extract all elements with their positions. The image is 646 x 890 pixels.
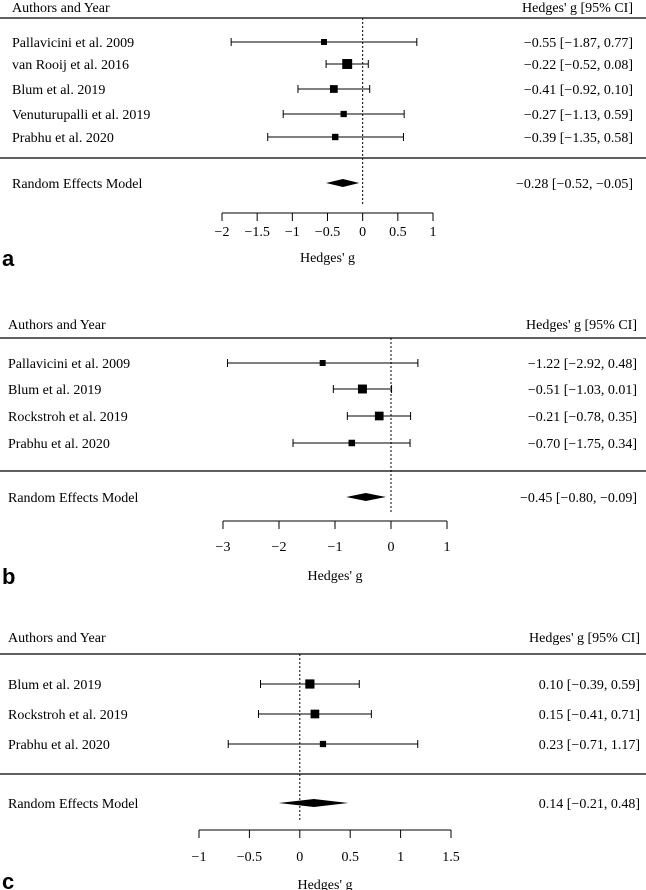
study-ci-text: −1.22 [−2.92, 0.48] xyxy=(528,357,637,372)
study-ci-text: 0.23 [−0.71, 1.17] xyxy=(539,738,640,753)
study-label: Prabhu et al. 2020 xyxy=(8,738,110,753)
header-authors: Authors and Year xyxy=(8,318,106,333)
summary-diamond xyxy=(346,493,386,501)
study-ci-text: −0.55 [−1.87, 0.77] xyxy=(524,36,633,51)
study-label: Blum et al. 2019 xyxy=(8,678,101,693)
effect-square xyxy=(340,110,347,118)
header-effect: Hedges' g [95% CI] xyxy=(526,318,637,333)
x-tick-label: −2 xyxy=(272,540,287,555)
effect-square xyxy=(374,411,384,421)
study-ci-text: −0.51 [−1.03, 0.01] xyxy=(528,383,637,398)
forest-panel-b: Authors and Year Hedges' g [95% CI] Pallav… xyxy=(0,318,646,589)
summary-label: Random Effects Model xyxy=(12,177,142,192)
effect-square xyxy=(310,709,320,719)
summary-ci-text: −0.45 [−0.80, −0.09] xyxy=(520,491,637,506)
study-ci-text: −0.27 [−1.13, 0.59] xyxy=(524,108,633,123)
x-tick-label: −2 xyxy=(215,225,230,240)
x-tick-label: 0 xyxy=(388,540,395,555)
study-label: Pallavicini et al. 2009 xyxy=(12,36,134,51)
effect-square xyxy=(348,439,356,447)
summary-label: Random Effects Model xyxy=(8,797,138,812)
effect-square xyxy=(305,679,315,689)
effect-square xyxy=(342,59,353,69)
summary-label: Random Effects Model xyxy=(8,491,138,506)
x-tick-label: 0.5 xyxy=(341,850,359,865)
x-tick-label: 0 xyxy=(359,225,366,240)
summary-diamond xyxy=(326,179,360,187)
x-tick-label: 1 xyxy=(430,225,437,240)
study-label: Blum et al. 2019 xyxy=(12,83,105,98)
study-label: Venuturupalli et al. 2019 xyxy=(12,108,150,123)
study-ci-text: 0.10 [−0.39, 0.59] xyxy=(539,678,640,693)
x-tick-label: −1 xyxy=(192,850,207,865)
study-ci-text: −0.70 [−1.75, 0.34] xyxy=(528,437,637,452)
study-ci-text: −0.39 [−1.35, 0.58] xyxy=(524,131,633,146)
x-tick-label: 1 xyxy=(444,540,451,555)
effect-square xyxy=(321,39,327,45)
x-tick-label: 1.5 xyxy=(442,850,460,865)
effect-square xyxy=(357,384,367,394)
x-axis-label: Hedges' g xyxy=(307,569,362,584)
effect-square xyxy=(332,133,339,141)
panel-label: c xyxy=(2,869,14,890)
study-ci-text: −0.41 [−0.92, 0.10] xyxy=(524,83,633,98)
study-label: Prabhu et al. 2020 xyxy=(12,131,114,146)
forest-panel-c: Authors and Year Hedges' g [95% CI] Blum e… xyxy=(0,631,646,890)
summary-ci-text: 0.14 [−0.21, 0.48] xyxy=(539,797,640,812)
header-authors: Authors and Year xyxy=(8,631,106,646)
header-effect: Hedges' g [95% CI] xyxy=(522,1,633,16)
study-label: Blum et al. 2019 xyxy=(8,383,101,398)
study-ci-text: −0.22 [−0.52, 0.08] xyxy=(524,58,633,73)
effect-square xyxy=(319,360,326,366)
summary-ci-text: −0.28 [−0.52, −0.05] xyxy=(516,177,633,192)
x-tick-label: −1.5 xyxy=(244,225,269,240)
x-tick-label: 1 xyxy=(397,850,404,865)
header-effect: Hedges' g [95% CI] xyxy=(529,631,640,646)
study-ci-text: −0.21 [−0.78, 0.35] xyxy=(528,410,637,425)
x-tick-label: −0.5 xyxy=(237,850,262,865)
study-label: Rockstroh et al. 2019 xyxy=(8,410,128,425)
x-tick-label: −0.5 xyxy=(315,225,340,240)
header-authors: Authors and Year xyxy=(12,1,110,16)
forest-panel-a: Authors and Year Hedges' g [95% CI] Pallav… xyxy=(0,1,646,271)
x-axis-label: Hedges' g xyxy=(300,251,355,266)
effect-square xyxy=(319,740,327,748)
study-label: Prabhu et al. 2020 xyxy=(8,437,110,452)
x-tick-label: −1 xyxy=(328,540,343,555)
x-tick-label: 0.5 xyxy=(389,225,407,240)
study-label: van Rooij et al. 2016 xyxy=(12,58,129,73)
study-label: Rockstroh et al. 2019 xyxy=(8,708,128,723)
x-axis-label: Hedges' g xyxy=(297,878,352,890)
study-ci-text: 0.15 [−0.41, 0.71] xyxy=(539,708,640,723)
x-tick-label: 0 xyxy=(296,850,303,865)
summary-diamond xyxy=(278,799,349,807)
panel-label: a xyxy=(2,246,15,271)
study-label: Pallavicini et al. 2009 xyxy=(8,357,130,372)
x-tick-label: −3 xyxy=(216,540,231,555)
panel-label: b xyxy=(2,564,15,589)
x-tick-label: −1 xyxy=(285,225,300,240)
effect-square xyxy=(329,85,338,93)
